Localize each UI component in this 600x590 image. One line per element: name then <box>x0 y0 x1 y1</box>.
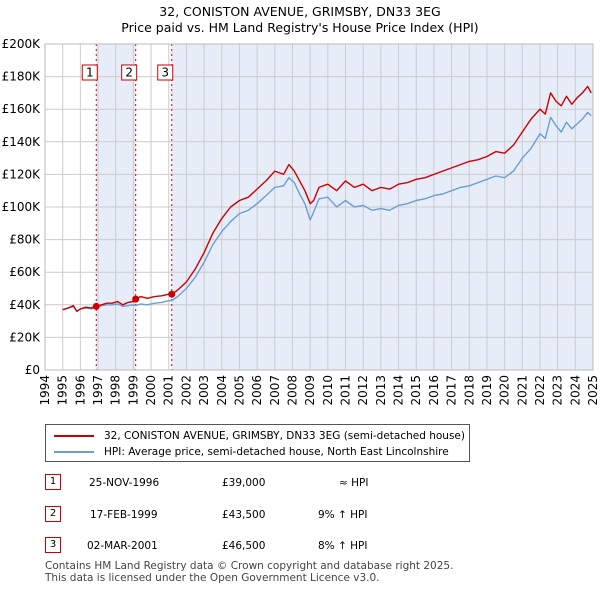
table-row: 1 25-NOV-1996 £39,000 ≈ HPI <box>45 474 545 492</box>
x-tick-label: 2011 <box>339 375 353 406</box>
legend-swatch-price <box>54 435 94 437</box>
legend-item-hpi: HPI: Average price, semi-detached house,… <box>54 444 449 460</box>
x-tick-label: 1999 <box>126 375 140 406</box>
x-tick-label: 2019 <box>480 375 494 406</box>
x-tick-label: 2022 <box>533 375 547 406</box>
table-row: 3 02-MAR-2001 £46,500 8% ↑ HPI <box>45 537 545 555</box>
sale-point <box>132 295 140 303</box>
sale-date: 17-FEB-1999 <box>90 509 158 521</box>
y-tick-label: £120K <box>2 167 42 181</box>
sale-price: £46,500 <box>222 540 266 552</box>
sale-marker-label: 2 <box>125 66 133 80</box>
x-tick-label: 2024 <box>568 375 582 406</box>
series-line <box>62 85 592 312</box>
legend-label-price: 32, CONISTON AVENUE, GRIMSBY, DN33 3EG (… <box>104 430 465 442</box>
x-tick-label: 2013 <box>374 375 388 406</box>
x-tick-label: 2017 <box>445 375 459 406</box>
x-tick-label: 2006 <box>250 375 264 406</box>
sale-number-badge: 2 <box>45 506 61 522</box>
chart-title: 32, CONISTON AVENUE, GRIMSBY, DN33 3EG <box>159 4 441 19</box>
sale-marker-box <box>157 64 174 81</box>
series-line <box>62 111 592 312</box>
price-chart: 1 2 3 £0 £20K £40K £60K £80K £100K £120K £140K £16… <box>2 37 600 406</box>
x-tick-label: 2004 <box>215 375 229 406</box>
sale-price: £39,000 <box>222 477 266 489</box>
x-tick-label: 2021 <box>515 375 529 406</box>
y-tick-label: £160K <box>2 102 42 116</box>
x-tick-label: 2002 <box>179 375 193 406</box>
x-tick-label: 2005 <box>232 375 246 406</box>
x-axis-ticks: 1994 1995 1996 1997 1998 1999 2000 2001 2002 2003… <box>38 375 600 406</box>
y-tick-label: £180K <box>2 70 42 84</box>
y-tick-label: £60K <box>9 265 41 279</box>
x-tick-label: 2016 <box>427 375 441 406</box>
x-tick-label: 2001 <box>162 375 176 406</box>
x-tick-label: 1994 <box>38 375 52 406</box>
x-tick-label: 2015 <box>409 375 423 406</box>
y-tick-label: £140K <box>2 135 42 149</box>
sale-marker-box <box>121 64 138 81</box>
sale-points <box>92 290 176 310</box>
sale-point <box>168 290 176 298</box>
x-tick-label: 2009 <box>303 375 317 406</box>
x-tick-label: 2000 <box>144 375 158 406</box>
y-tick-label: £100K <box>2 200 42 214</box>
chart-title-block: 32, CONISTON AVENUE, GRIMSBY, DN33 3EG P… <box>0 4 600 36</box>
sale-markers: 1 2 3 <box>81 64 174 81</box>
x-tick-label: 2003 <box>197 375 211 406</box>
plot-frame <box>44 43 594 371</box>
legend: 32, CONISTON AVENUE, GRIMSBY, DN33 3EG (… <box>45 424 470 462</box>
y-tick-label: £0 <box>25 363 40 377</box>
y-tick-label: £80K <box>9 233 41 247</box>
sale-hpi-compare: ≈ HPI <box>339 477 369 489</box>
x-tick-label: 1996 <box>73 375 87 406</box>
x-tick-label: 2014 <box>392 375 406 406</box>
sale-number-badge: 1 <box>45 474 61 490</box>
sale-number-badge: 3 <box>45 537 61 553</box>
x-tick-label: 2012 <box>356 375 370 406</box>
footer-attribution: Contains HM Land Registry data © Crown c… <box>45 560 454 584</box>
x-tick-label: 2010 <box>321 375 335 406</box>
sale-marker-label: 3 <box>161 66 169 80</box>
legend-item-price: 32, CONISTON AVENUE, GRIMSBY, DN33 3EG (… <box>54 428 465 444</box>
sale-marker-box <box>81 64 98 81</box>
x-tick-label: 2008 <box>285 375 299 406</box>
x-tick-label: 2020 <box>498 375 512 406</box>
sale-lines <box>95 44 173 370</box>
x-tick-label: 2025 <box>586 375 600 406</box>
x-tick-label: 2007 <box>268 375 282 406</box>
sale-date: 25-NOV-1996 <box>89 477 160 489</box>
x-tick-label: 1997 <box>91 375 105 406</box>
legend-label-hpi: HPI: Average price, semi-detached house,… <box>104 446 449 458</box>
x-tick-label: 1998 <box>109 375 123 406</box>
x-tick-label: 1995 <box>56 375 70 406</box>
legend-swatch-hpi <box>54 451 94 453</box>
y-tick-label: £20K <box>9 330 41 344</box>
table-row: 2 17-FEB-1999 £43,500 9% ↑ HPI <box>45 506 545 524</box>
sale-price: £43,500 <box>222 509 266 521</box>
sale-hpi-compare: 8% ↑ HPI <box>318 540 368 552</box>
y-tick-label: £40K <box>9 298 41 312</box>
sale-point <box>92 302 100 310</box>
series-lines <box>62 85 592 312</box>
sale-marker-label: 1 <box>86 66 94 80</box>
y-axis-ticks: £0 £20K £40K £60K £80K £100K £120K £140K £160K £1… <box>2 37 42 377</box>
sale-date: 02-MAR-2001 <box>87 540 158 552</box>
y-tick-label: £200K <box>2 37 42 51</box>
x-tick-label: 2018 <box>462 375 476 406</box>
x-tick-label: 2023 <box>551 375 565 406</box>
sale-hpi-compare: 9% ↑ HPI <box>318 509 368 521</box>
chart-subtitle: Price paid vs. HM Land Registry's House … <box>121 20 479 35</box>
